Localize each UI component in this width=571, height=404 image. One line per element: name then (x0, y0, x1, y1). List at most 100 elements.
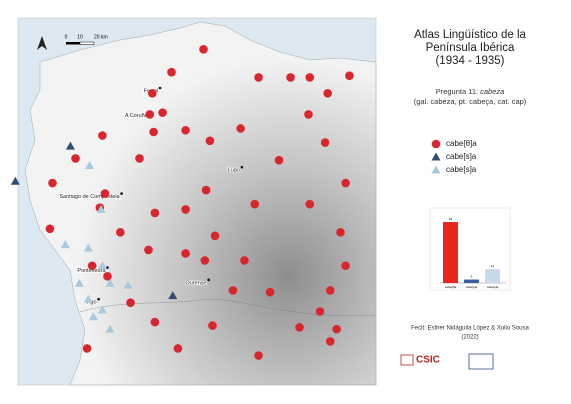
survey-point (60, 240, 70, 249)
survey-point (236, 124, 245, 133)
scale-label: 20 km (94, 34, 108, 40)
survey-point (98, 131, 107, 140)
survey-point (10, 176, 20, 185)
survey-point (74, 278, 84, 287)
city-dot (120, 192, 123, 195)
question-prefix: Pregunta 11: (436, 87, 478, 96)
city-label: Santiago de Compostela (59, 194, 120, 200)
survey-point (345, 71, 354, 80)
city-label: Pontevedra (77, 268, 106, 274)
north-arrow (37, 36, 47, 50)
survey-point (315, 307, 325, 316)
city-dot (97, 297, 100, 301)
survey-point (123, 280, 133, 289)
survey-point (65, 141, 75, 150)
survey-point (83, 243, 93, 252)
survey-point (341, 178, 350, 188)
scale-bar (66, 42, 80, 45)
survey-point (210, 231, 220, 241)
survey-point (135, 154, 144, 163)
survey-point (126, 298, 135, 308)
survey-point (325, 286, 335, 295)
bar (485, 269, 500, 283)
legend-symbol (431, 139, 441, 149)
survey-point (336, 228, 345, 237)
survey-point (323, 88, 332, 98)
city-dot (207, 278, 210, 282)
title: Atlas Lingüístico de la (414, 29, 526, 41)
survey-point (82, 344, 92, 353)
bar-category: cabe[s]a (466, 285, 478, 289)
bar-value: 53 (449, 217, 453, 221)
survey-point (341, 261, 350, 271)
survey-point (167, 67, 176, 77)
bar (464, 279, 479, 283)
legend-label: cabe[s]a (446, 165, 477, 174)
survey-point (87, 261, 97, 271)
city-dot (106, 266, 109, 269)
map-frame (17, 17, 377, 386)
credits: (2022) (461, 335, 478, 341)
bar-value: 12 (491, 264, 495, 268)
credits: Fecit: Esther Nidáguila López & Xulio So… (411, 326, 529, 332)
survey-point (144, 245, 153, 255)
survey-point (200, 256, 210, 265)
survey-point (158, 108, 167, 117)
survey-point (208, 321, 217, 330)
logo: CSIC (416, 355, 440, 366)
logo-frame (468, 353, 494, 370)
survey-point (228, 286, 238, 295)
survey-point (88, 312, 98, 321)
survey-point (97, 261, 107, 270)
scale-label: 10 (77, 34, 83, 40)
survey-point (105, 324, 115, 333)
title: (1934 - 1935) (435, 55, 504, 67)
city-label: Ourense (186, 280, 207, 286)
survey-point (286, 73, 295, 82)
question: Pregunta 11: cabeza (436, 87, 505, 96)
logo-icon (400, 354, 414, 366)
survey-point (71, 154, 80, 163)
survey-point (240, 256, 249, 265)
survey-point (254, 351, 263, 360)
survey-point (250, 199, 260, 209)
survey-point (199, 44, 208, 54)
survey-point (105, 278, 115, 287)
survey-point (274, 155, 284, 165)
survey-point (305, 199, 315, 209)
bar-value: 3 (471, 274, 473, 278)
city-label: Lugo (228, 168, 240, 174)
title: Península Ibérica (426, 42, 515, 54)
scale-bar (79, 41, 95, 45)
survey-point (168, 291, 178, 300)
legend-label: cabe[s]a (446, 152, 477, 161)
survey-point (265, 287, 275, 297)
survey-point (150, 208, 160, 218)
survey-point (96, 204, 106, 213)
legend-symbol (431, 152, 441, 161)
bar-category: cabe[s]a (487, 285, 499, 289)
survey-point (181, 205, 190, 214)
question-note: (gal. cabeza, pt. cabeça, cat. cap) (414, 97, 527, 106)
city-dot (240, 165, 244, 169)
survey-point (320, 138, 330, 147)
survey-point (305, 73, 315, 82)
survey-point (100, 189, 110, 198)
survey-point (48, 178, 57, 188)
survey-point (181, 249, 190, 258)
bar (443, 222, 458, 283)
bar-category: cabe[θ]a (445, 285, 457, 289)
survey-point (103, 272, 112, 281)
survey-point (145, 110, 155, 119)
survey-point (148, 88, 157, 98)
survey-point (116, 228, 125, 237)
survey-point (97, 305, 107, 314)
survey-point (85, 160, 95, 169)
survey-point (45, 224, 55, 234)
survey-point (173, 344, 183, 353)
border (79, 299, 377, 316)
survey-point (181, 125, 190, 135)
city-dot (158, 86, 162, 90)
survey-point (83, 294, 93, 303)
